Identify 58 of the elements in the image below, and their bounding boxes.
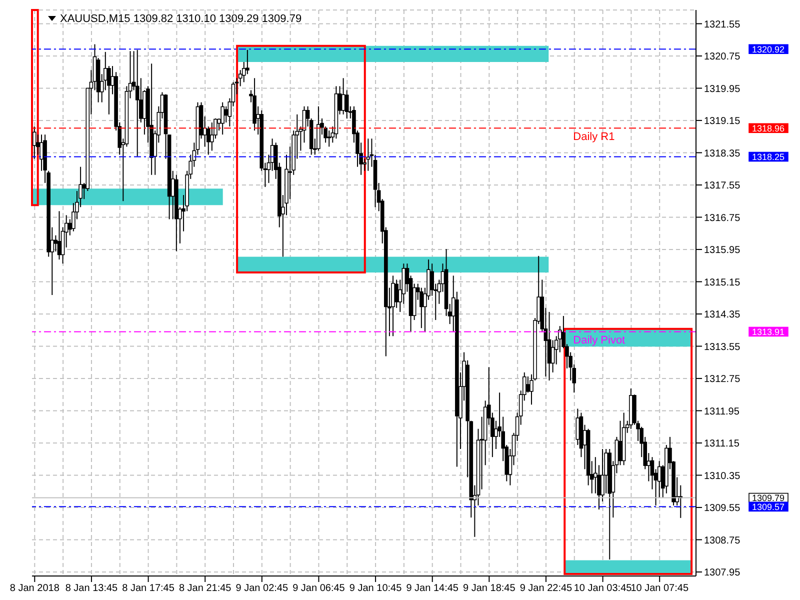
y-tick-label: 1318.35 xyxy=(704,148,741,160)
y-tick-label: 1310.35 xyxy=(704,470,741,482)
x-tick-label: 9 Jan 18:45 xyxy=(463,583,516,594)
x-tick-label: 9 Jan 02:45 xyxy=(236,583,288,594)
x-tick-label: 9 Jan 10:45 xyxy=(349,583,402,594)
x-tick-label: 8 Jan 13:45 xyxy=(65,583,118,594)
candlestick xyxy=(327,130,332,148)
y-tick-label: 1315.15 xyxy=(704,277,741,288)
y-tick-label: 1313.55 xyxy=(704,342,741,353)
y-tick-label: 1312.75 xyxy=(704,374,741,386)
chart-title: XAUUSD,M15 1309.82 1310.10 1309.29 1309.79 xyxy=(60,13,302,25)
text: 1318.96 xyxy=(752,123,785,134)
candlestick xyxy=(220,102,224,136)
ref-line-label: Daily Pivot xyxy=(573,334,626,347)
candlestick xyxy=(341,78,346,115)
candlestick xyxy=(420,287,424,329)
candlestick xyxy=(394,279,398,308)
candlestick xyxy=(391,275,395,337)
ref-line-label: Daily R1 xyxy=(573,131,615,144)
candlestick xyxy=(547,311,552,381)
y-tick-label: 1320.75 xyxy=(704,52,741,63)
x-tick-label: 10 Jan 03:45 xyxy=(574,583,632,594)
text: 1318.25 xyxy=(752,152,785,162)
y-tick-label: 1316.75 xyxy=(704,212,741,224)
candlestick xyxy=(135,49,140,157)
candlestick xyxy=(576,408,580,446)
x-tick-label: 10 Jan 07:45 xyxy=(630,583,689,594)
y-tick-label: 1309.55 xyxy=(704,503,741,514)
candlestick xyxy=(526,376,530,394)
candlestick xyxy=(224,106,228,123)
candlestick xyxy=(32,126,36,160)
x-tick-label: 9 Jan 14:45 xyxy=(406,583,459,594)
y-tick-label: 1314.35 xyxy=(704,310,741,321)
text: 1320.92 xyxy=(752,44,785,54)
candlestick xyxy=(550,340,555,373)
y-tick-label: 1317.55 xyxy=(704,180,741,192)
candlestick xyxy=(366,138,370,172)
y-tick-label: 1321.55 xyxy=(704,19,741,30)
y-tick-label: 1315.95 xyxy=(704,245,741,256)
y-tick-label: 1311.95 xyxy=(704,406,740,418)
y-tick-label: 1311.15 xyxy=(704,438,740,450)
candlestick xyxy=(618,420,622,466)
x-tick-label: 8 Jan 17:45 xyxy=(122,583,175,594)
text: 1313.91 xyxy=(752,326,785,337)
text: 1309.57 xyxy=(752,502,785,512)
y-tick-label: 1319.15 xyxy=(704,116,741,128)
candlestick xyxy=(600,448,604,502)
y-tick-label: 1308.75 xyxy=(704,535,741,546)
candlestick xyxy=(40,134,44,172)
text: 1309.79 xyxy=(752,492,785,503)
x-tick-label: 9 Jan 22:45 xyxy=(520,583,573,594)
candlestick xyxy=(57,210,62,260)
x-tick-label: 8 Jan 2018 xyxy=(10,583,60,594)
x-tick-label: 9 Jan 06:45 xyxy=(292,583,346,594)
y-tick-label: 1319.95 xyxy=(704,84,741,95)
y-tick-label: 1307.95 xyxy=(704,568,741,579)
candlestick xyxy=(210,122,214,152)
x-tick-label: 8 Jan 21:45 xyxy=(178,583,232,594)
